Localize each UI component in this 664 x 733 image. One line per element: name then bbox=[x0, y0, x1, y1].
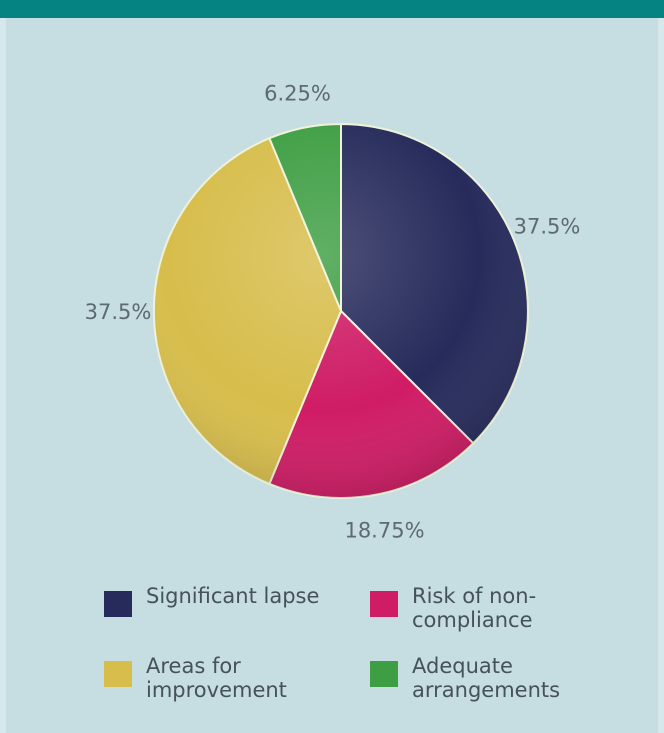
legend-item-significant-lapse: Significant lapse bbox=[104, 584, 336, 617]
legend: Significant lapse Risk of non-compliance… bbox=[0, 578, 664, 728]
data-label-risk-of-non-compliance: 18.75% bbox=[344, 519, 424, 543]
data-label-areas-for-improvement: 37.5% bbox=[85, 300, 152, 324]
legend-swatch-significant-lapse bbox=[104, 591, 132, 617]
legend-swatch-areas-for-improvement bbox=[104, 661, 132, 687]
legend-label: Adequate arrangements bbox=[412, 654, 561, 702]
data-label-significant-lapse: 37.5% bbox=[514, 215, 581, 239]
data-label-adequate-arrangements: 6.25% bbox=[264, 81, 331, 105]
legend-swatch-adequate-arrangements bbox=[370, 661, 398, 687]
frame-left bbox=[0, 18, 6, 733]
pie-shading bbox=[154, 124, 528, 498]
legend-item-areas-for-improvement: Areas for improvement bbox=[104, 654, 336, 702]
legend-label: Significant lapse bbox=[146, 584, 320, 608]
legend-item-adequate-arrangements: Adequate arrangements bbox=[370, 654, 602, 702]
legend-item-risk-of-non-compliance: Risk of non-compliance bbox=[370, 584, 602, 632]
legend-swatch-risk-of-non-compliance bbox=[370, 591, 398, 617]
frame-right bbox=[658, 18, 664, 733]
pie-chart: 37.5% 18.75% 37.5% 6.25% bbox=[85, 81, 581, 543]
legend-label: Risk of non-compliance bbox=[412, 584, 537, 632]
legend-label: Areas for improvement bbox=[146, 654, 287, 702]
header-bar bbox=[0, 0, 664, 18]
